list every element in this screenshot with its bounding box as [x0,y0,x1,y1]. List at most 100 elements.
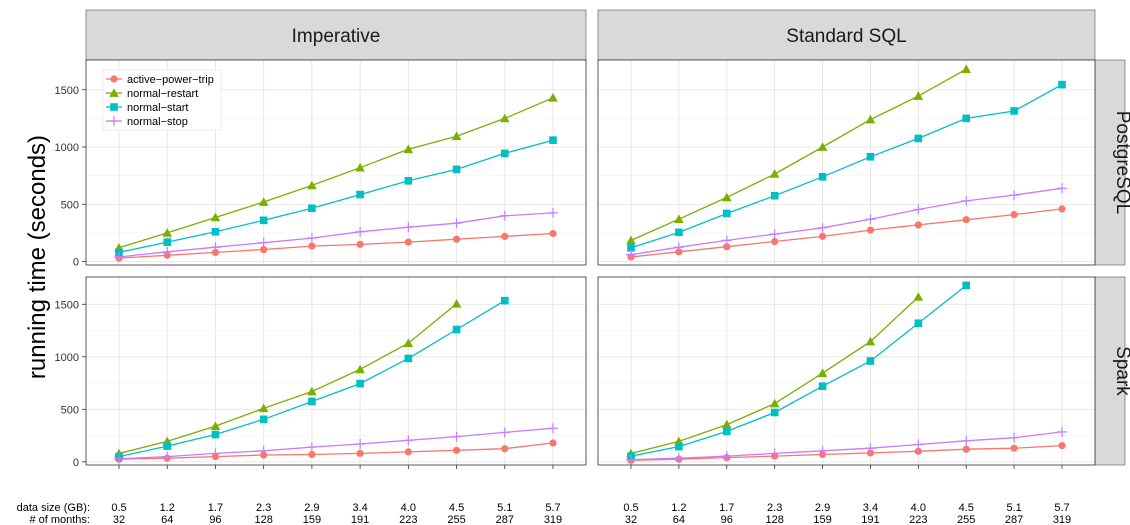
marker-triangle [769,398,780,408]
marker-circle [962,216,970,224]
marker-triangle [210,212,221,222]
marker-triangle [355,162,365,172]
marker-circle [866,226,875,234]
marker-triangle [548,92,558,102]
marker-square [404,354,413,363]
x-tick-label-months: 319 [544,514,562,525]
marker-square [962,114,971,123]
panel-border [597,59,1096,266]
x-tick-label-months: 255 [957,514,975,525]
marker-triangle [109,88,119,97]
marker-circle [962,445,970,453]
column-strip-label-standard-sql: Standard SQL [786,26,906,47]
marker-circle [110,75,118,83]
column-strip-label-imperative: Imperative [292,26,381,47]
marker-triangle [913,91,924,100]
marker-square [308,204,316,213]
x-tick-label-size: 5.1 [497,502,512,514]
marker-circle [211,248,220,257]
x-tick-label-months: 191 [351,514,369,525]
y-axis-label: running time (seconds) [24,135,51,379]
marker-circle [308,450,316,459]
marker-circle [1010,211,1018,219]
x-tick-label-size: 2.3 [256,502,271,514]
marker-triangle [769,169,780,178]
series-line-active-power-trip [630,208,1063,258]
x-tick-label-months: 319 [1053,514,1071,525]
x-tick-label-months: 255 [447,514,465,525]
marker-square [211,430,220,439]
marker-square [1058,80,1066,89]
marker-circle [1010,444,1018,452]
marker-square [163,442,172,450]
marker-square [675,442,683,451]
series-normal-stop [114,423,558,464]
marker-circle [1058,441,1066,450]
marker-square [211,227,220,236]
marker-square [770,191,779,200]
legend-item-normal-start: normal−start [106,102,188,114]
x-tick-label-months: 64 [161,514,173,525]
series-line-normal-stop [118,427,554,460]
marker-triangle [307,180,317,190]
marker-square [404,177,413,185]
marker-triangle [721,419,732,429]
marker-circle [356,240,364,248]
series-normal-stop [626,183,1067,260]
x-tick-label-size: 5.1 [1006,502,1021,514]
series-line-active-power-trip [630,444,1063,461]
x-tick-label-months: 159 [813,514,831,525]
marker-square [722,209,731,218]
marker-triangle [403,338,414,348]
marker-triangle [355,364,365,374]
marker-triangle [817,142,828,151]
legend-item-active-power-trip: active−power−trip [106,74,214,86]
marker-circle [260,245,268,254]
panels-layer: Imperative Standard SQL PostgreSQL Spark 0 50… [55,9,1130,525]
row-strip-spark [1094,276,1126,466]
x-tick-label-size: 3.4 [863,502,878,514]
series-line-normal-stop [630,431,1063,461]
x-tick-label-months: 287 [1005,514,1023,525]
marker-triangle [403,144,414,154]
x-tick-label-size: 1.2 [160,502,175,514]
panel-standard-sql-postgresql [597,59,1096,266]
x-tick-label-size: 1.7 [719,502,734,514]
series-normal-stop [626,426,1067,465]
x-tick-label-months: 64 [673,514,685,525]
marker-square [818,173,827,181]
marker-square [259,216,268,225]
x-tick-label-months: 287 [496,514,514,525]
x-axis-prefix-months: # of months: [29,514,90,525]
marker-square [627,244,635,252]
x-tick-label-size: 2.9 [815,502,830,514]
marker-circle [818,232,827,240]
marker-circle [452,446,461,454]
panel-border [85,59,587,266]
panel-background [598,277,1095,465]
marker-square [500,296,509,305]
x-tick-label-size: 0.5 [111,502,126,514]
marker-square [675,228,683,237]
panel-standard-sql-spark [597,276,1096,466]
legend-label: active−power−trip [127,74,214,86]
x-tick-label-size: 4.5 [449,502,464,514]
marker-square [866,357,875,365]
series-line-normal-stop [118,212,554,258]
x-tick-label-months: 128 [765,514,783,525]
marker-square [259,415,268,424]
series-line-normal-restart [118,97,554,249]
x-tick-label-size: 4.0 [401,502,416,514]
marker-square [866,152,875,161]
x-tick-label-size: 4.0 [911,502,926,514]
marker-square [914,134,923,143]
y-tick-label: 1500 [55,299,79,311]
marker-circle [1058,205,1066,213]
marker-triangle [721,192,732,202]
marker-square [962,281,971,290]
series-normal-stop [114,207,558,262]
y-tick-label: 0 [73,457,79,469]
marker-circle [723,243,731,251]
panel-border [85,276,587,466]
